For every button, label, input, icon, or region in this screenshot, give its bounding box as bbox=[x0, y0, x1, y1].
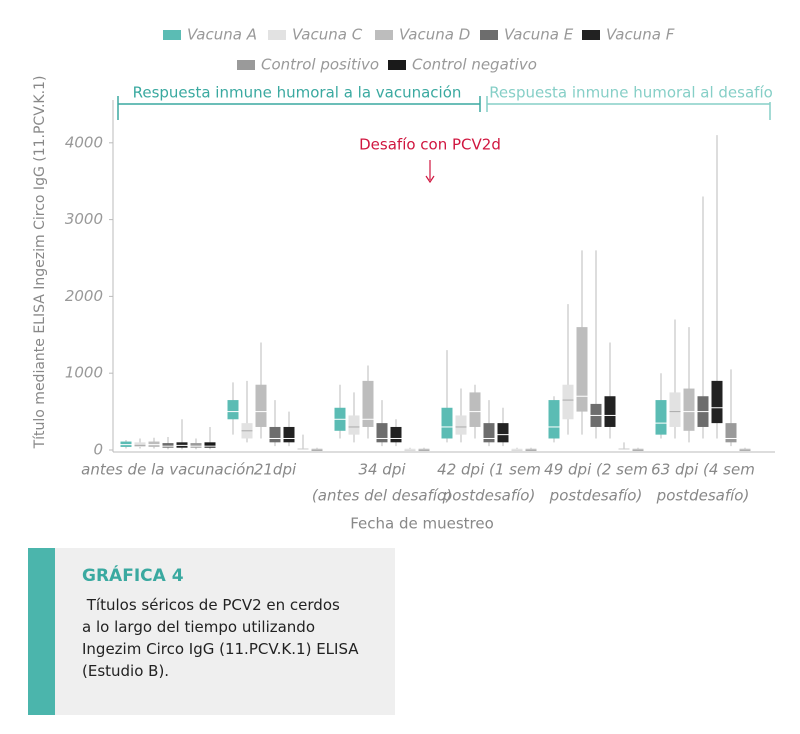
box bbox=[497, 423, 509, 443]
legend-label: Vacuna C bbox=[292, 26, 363, 44]
box bbox=[441, 407, 453, 439]
x-tick-label: postdesafío) bbox=[442, 487, 536, 505]
legend-label: Vacuna E bbox=[504, 26, 574, 44]
legend-label: Control positivo bbox=[261, 56, 379, 74]
box bbox=[283, 426, 295, 443]
caption: GRÁFICA 4 Títulos séricos de PCV2 en cer… bbox=[28, 548, 395, 715]
box bbox=[655, 400, 667, 435]
legend-label: Vacuna D bbox=[399, 26, 470, 44]
caption-line: Ingezim Circo IgG (11.PCV.K.1) ELISA bbox=[82, 640, 359, 658]
box bbox=[269, 426, 281, 443]
box bbox=[255, 384, 267, 427]
x-tick-label: 34 dpi bbox=[358, 461, 406, 479]
arrow-head bbox=[425, 175, 435, 184]
x-tick-label: 21dpi bbox=[254, 461, 297, 479]
caption-line: a lo largo del tiempo utilizando bbox=[82, 618, 316, 636]
label-bg bbox=[135, 82, 460, 102]
legend-swatch bbox=[268, 30, 286, 40]
legend: Vacuna A Vacuna C Vacuna D Vacuna E Vacuna F… bbox=[163, 26, 675, 74]
caption-text: Títulos séricos de PCV2 en cerdos a lo la… bbox=[82, 594, 359, 682]
challenge-label: Desafío con PCV2d bbox=[359, 136, 501, 154]
caption-line: Títulos séricos de PCV2 en cerdos bbox=[82, 596, 340, 614]
legend-swatch bbox=[388, 60, 406, 70]
legend-label: Vacuna F bbox=[606, 26, 675, 44]
x-axis-label: Fecha de muestreo bbox=[350, 515, 494, 533]
y-tick-label: 3000 bbox=[65, 210, 103, 228]
box bbox=[548, 400, 560, 439]
y-tick-label: 0 bbox=[93, 441, 103, 459]
legend-swatch bbox=[163, 30, 181, 40]
y-tick-label: 2000 bbox=[65, 287, 103, 305]
box bbox=[469, 392, 481, 427]
box bbox=[204, 442, 216, 448]
chart: Vacuna A Vacuna C Vacuna D Vacuna E Vacuna F… bbox=[32, 26, 775, 533]
box bbox=[725, 423, 737, 443]
x-tick-label: (antes del desafío) bbox=[312, 487, 452, 505]
x-tick-label: postdesafío) bbox=[656, 487, 750, 505]
box bbox=[390, 426, 402, 443]
box bbox=[190, 443, 202, 448]
x-tick-label: 42 dpi (1 sem bbox=[437, 461, 541, 479]
box bbox=[134, 442, 146, 447]
y-tick-label: 1000 bbox=[65, 364, 103, 382]
box bbox=[455, 415, 467, 435]
label-bg bbox=[490, 82, 772, 102]
box bbox=[711, 380, 723, 424]
x-tick-label: antes de la vacunación bbox=[81, 461, 255, 479]
phase-label: Respuesta inmune humoral a la vacunación bbox=[133, 84, 462, 102]
legend-label: Vacuna A bbox=[187, 26, 257, 44]
legend-swatch bbox=[237, 60, 255, 70]
box bbox=[576, 327, 588, 412]
box bbox=[483, 423, 495, 443]
caption-line: (Estudio B). bbox=[82, 662, 170, 680]
x-tick-label: 49 dpi (2 sem bbox=[544, 461, 648, 479]
box bbox=[227, 400, 239, 420]
box bbox=[362, 380, 374, 427]
x-tick-label: 63 dpi (4 sem bbox=[651, 461, 755, 479]
caption-bar bbox=[28, 548, 55, 715]
phase-label: Respuesta inmune humoral al desafío bbox=[489, 84, 773, 102]
box bbox=[669, 392, 681, 427]
legend-swatch bbox=[375, 30, 393, 40]
box bbox=[562, 384, 574, 420]
box bbox=[604, 396, 616, 427]
x-tick-label: postdesafío) bbox=[549, 487, 643, 505]
box bbox=[683, 388, 695, 431]
y-axis-label: Título mediante ELISA Ingezim Circo IgG … bbox=[32, 76, 48, 450]
legend-swatch bbox=[480, 30, 498, 40]
box bbox=[376, 423, 388, 443]
legend-label: Control negativo bbox=[412, 56, 537, 74]
legend-swatch bbox=[582, 30, 600, 40]
box bbox=[348, 415, 360, 435]
box bbox=[162, 443, 174, 448]
y-tick-label: 4000 bbox=[65, 133, 103, 151]
caption-title: GRÁFICA 4 bbox=[82, 566, 184, 586]
